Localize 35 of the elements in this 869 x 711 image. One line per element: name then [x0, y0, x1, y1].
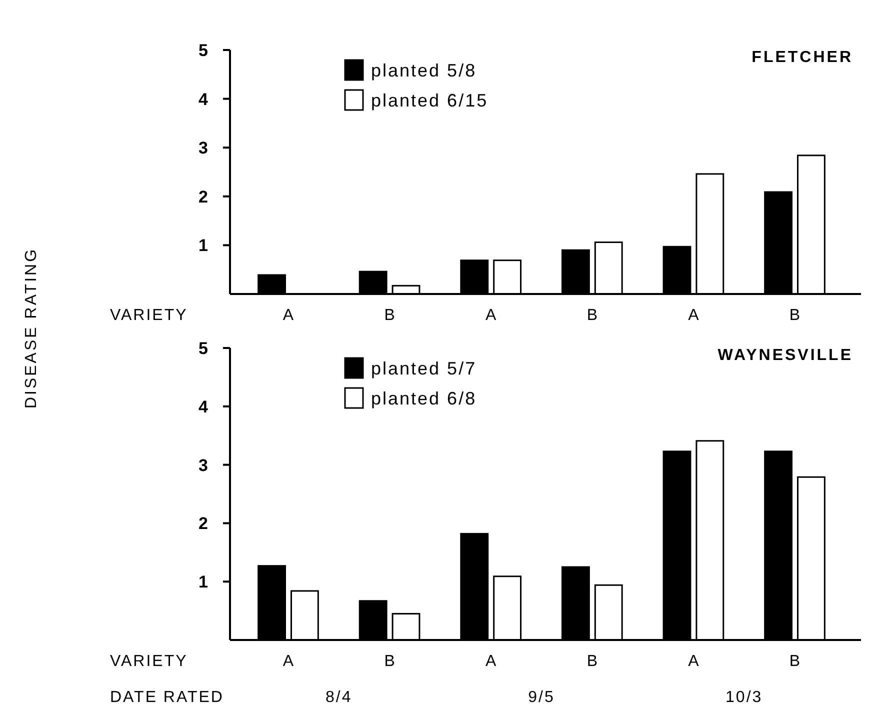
x-tick-label: B [586, 307, 598, 324]
x-tick-label: A [688, 653, 700, 670]
text: 9/5 [528, 689, 555, 706]
legend-label: planted 5/8 [371, 60, 477, 80]
x-tick-label: B [384, 307, 395, 324]
text: DATE RATED [110, 689, 224, 706]
x-tick-label: B [789, 653, 800, 670]
y-tick-label: 4 [198, 90, 209, 109]
y-tick-label: 3 [198, 456, 208, 475]
legend-label: planted 6/15 [371, 90, 488, 110]
x-tick-label: A [486, 307, 497, 324]
legend-label: planted 6/8 [371, 388, 477, 408]
chart-title: FLETCHER [752, 49, 853, 66]
x-axis-title: VARIETY [110, 307, 188, 324]
y-tick-label: 1 [198, 572, 208, 592]
x-tick-label: A [282, 307, 294, 324]
chart-title: WAYNESVILLE [718, 347, 853, 364]
y-tick-label: 5 [198, 338, 208, 358]
x-tick-label: B [586, 653, 598, 670]
x-tick-label: B [789, 307, 800, 324]
y-tick-label: 5 [198, 40, 208, 60]
x-tick-label: A [688, 307, 700, 324]
x-tick-label: A [486, 653, 497, 670]
text: 8/4 [326, 689, 352, 706]
y-tick-label: 1 [198, 236, 208, 256]
legend-label: planted 5/7 [371, 358, 477, 378]
y-tick-label: 2 [198, 514, 208, 534]
y-tick-label: 3 [198, 138, 208, 158]
y-tick-label: 2 [198, 187, 208, 206]
y-axis-title: DISEASE RATING [23, 247, 40, 409]
x-tick-label: A [282, 653, 294, 670]
x-axis-title: VARIETY [110, 653, 188, 670]
text: 10/3 [726, 689, 763, 706]
x-tick-label: B [384, 653, 395, 670]
y-tick-label: 4 [198, 397, 209, 416]
